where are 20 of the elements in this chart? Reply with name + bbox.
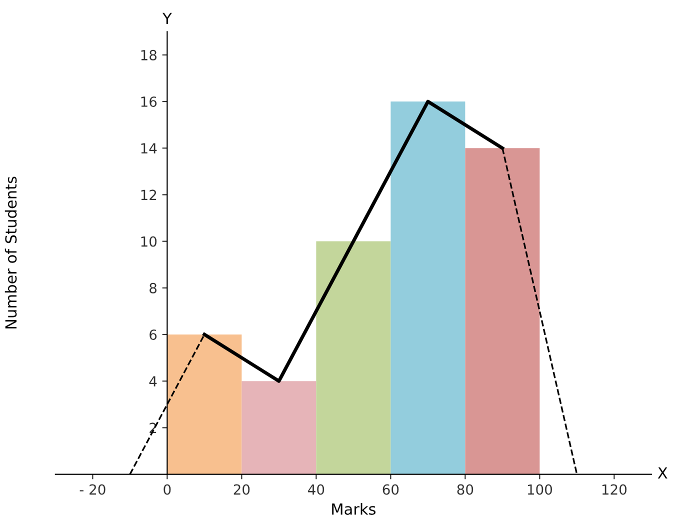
y-tick-label: 12 — [141, 190, 156, 200]
x-axis-title: Marks — [332, 503, 376, 515]
text: X — [658, 467, 668, 479]
y-tick-label: 18 — [141, 50, 157, 60]
x-tick-label: 120 — [602, 484, 627, 495]
y-tick-label: 16 — [141, 96, 157, 107]
y-axis-title: Number of Students — [4, 176, 17, 328]
x-tick-label: 0 — [164, 484, 171, 495]
y-tick-label: 14 — [141, 143, 157, 154]
x-tick-label: 100 — [528, 484, 552, 495]
x-tick-label: 60 — [382, 484, 399, 495]
y-tick-label: 10 — [141, 236, 157, 247]
x-tick-label: 20 — [234, 484, 250, 495]
y-tick-label: 4 — [149, 376, 157, 386]
x-tick-label: 80 — [457, 484, 474, 495]
y-tick-label: 6 — [150, 329, 157, 340]
y-tick-label: 8 — [150, 282, 157, 294]
text: Y — [162, 12, 172, 24]
x-tick-label: 40 — [308, 484, 324, 495]
x-tick-label: - 20 — [80, 484, 106, 495]
